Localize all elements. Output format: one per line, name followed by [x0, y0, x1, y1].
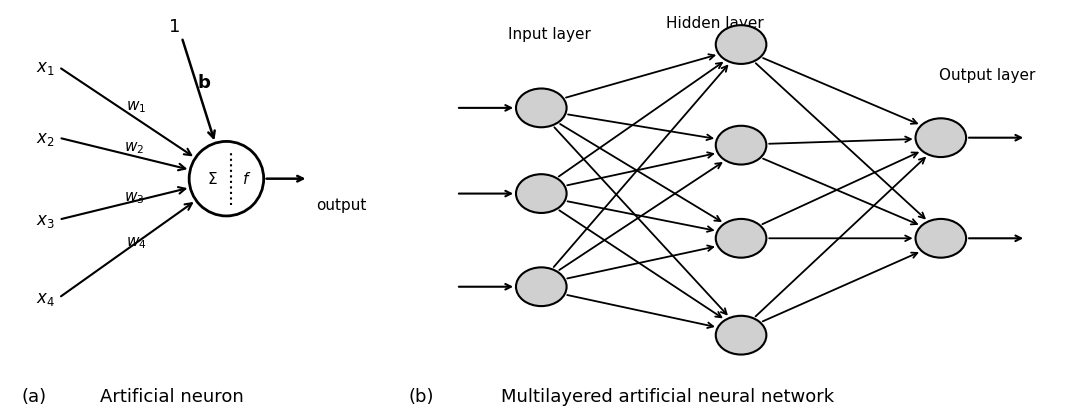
- Text: Input layer: Input layer: [508, 27, 591, 42]
- Text: $w_1$: $w_1$: [127, 99, 146, 114]
- Text: $x_1$: $x_1$: [37, 59, 55, 77]
- Text: $w_2$: $w_2$: [124, 140, 144, 156]
- Text: Multilayered artificial neural network: Multilayered artificial neural network: [502, 387, 834, 405]
- Ellipse shape: [516, 89, 567, 128]
- Text: $w_3$: $w_3$: [124, 190, 144, 205]
- Text: Hidden layer: Hidden layer: [666, 16, 764, 31]
- Text: $x_3$: $x_3$: [37, 211, 55, 229]
- Text: Output layer: Output layer: [940, 68, 1035, 83]
- Text: $f$: $f$: [243, 170, 251, 186]
- Text: $\mathbf{b}$: $\mathbf{b}$: [197, 74, 212, 92]
- Ellipse shape: [715, 26, 767, 65]
- Ellipse shape: [715, 126, 767, 165]
- Text: (a): (a): [21, 387, 46, 405]
- Text: $x_4$: $x_4$: [37, 289, 56, 307]
- Ellipse shape: [516, 175, 567, 214]
- Text: Artificial neuron: Artificial neuron: [100, 387, 244, 405]
- Ellipse shape: [915, 219, 967, 258]
- Ellipse shape: [915, 119, 967, 158]
- Ellipse shape: [715, 316, 767, 355]
- Ellipse shape: [715, 219, 767, 258]
- Text: output: output: [316, 198, 366, 213]
- Text: 1: 1: [169, 18, 180, 36]
- Text: $\Sigma$: $\Sigma$: [207, 170, 218, 186]
- Text: (b): (b): [408, 387, 434, 405]
- Ellipse shape: [516, 268, 567, 306]
- Text: $x_2$: $x_2$: [37, 129, 55, 147]
- Text: $w_4$: $w_4$: [127, 235, 147, 251]
